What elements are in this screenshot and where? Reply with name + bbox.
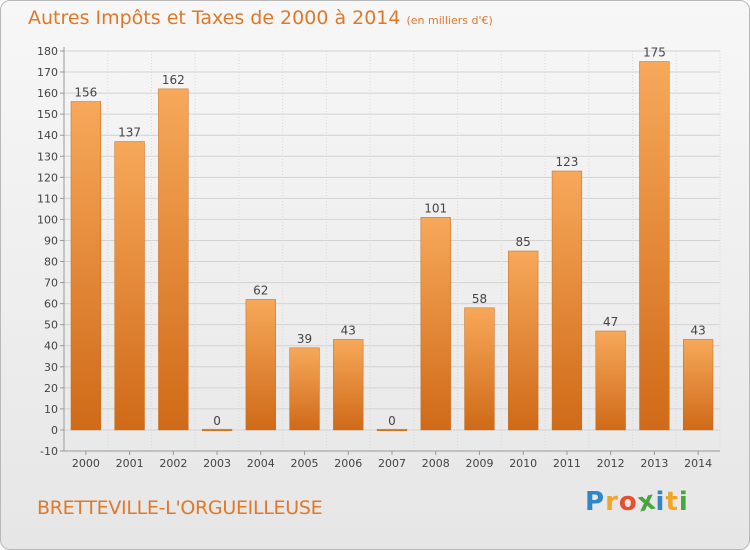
data-labels: 156 137 162 0 62 39 43 0 101 58 85 123 47 175 43 <box>74 46 705 428</box>
y-tick-label: 30 <box>44 361 58 374</box>
y-tick-label: 90 <box>44 234 58 247</box>
y-tick-label: 180 <box>37 45 58 58</box>
chart-subtitle: (en milliers d'€) <box>406 14 493 27</box>
data-label: 39 <box>297 332 312 346</box>
x-tick-label: 2002 <box>159 457 187 470</box>
y-tick-label: 110 <box>37 192 58 205</box>
x-tick-label: 2006 <box>334 457 362 470</box>
y-tick-label: 140 <box>37 129 58 142</box>
x-tick-label: 2013 <box>640 457 668 470</box>
bar-2003 <box>201 428 233 431</box>
bar-2010 <box>508 250 539 431</box>
location-name: BRETTEVILLE-L'ORGUEILLEUSE <box>37 497 323 519</box>
data-label: 43 <box>690 323 705 337</box>
bar-2013 <box>639 61 670 431</box>
y-tick-label: 20 <box>44 382 58 395</box>
data-label: 0 <box>213 414 221 428</box>
y-tick-label: 120 <box>37 171 58 184</box>
x-tick-label: 2011 <box>553 457 581 470</box>
data-label: 156 <box>74 86 97 100</box>
data-label: 47 <box>603 315 618 329</box>
bars <box>70 61 714 431</box>
y-tick-label: 40 <box>44 340 58 353</box>
data-label: 101 <box>424 201 447 215</box>
data-label: 123 <box>555 155 578 169</box>
logo-letter: r <box>605 487 619 517</box>
x-tick-label: 2008 <box>422 457 450 470</box>
y-tick-label: 10 <box>44 403 58 416</box>
bar-2008 <box>420 217 451 431</box>
x-tick-labels: 2000 2001 2002 2003 2004 2005 2006 2007 2008 2009… <box>72 457 712 470</box>
bar-2012 <box>595 330 626 431</box>
bar-2001 <box>114 141 145 431</box>
logo-letter: i <box>678 487 689 517</box>
logo-letter: t <box>665 487 679 517</box>
x-tick-label: 2009 <box>465 457 493 470</box>
logo-letter: o <box>618 487 638 517</box>
x-tick-label: 2010 <box>509 457 537 470</box>
data-label: 43 <box>341 323 356 337</box>
data-label: 85 <box>516 235 531 249</box>
proxiti-logo: Proxiti <box>585 485 689 518</box>
y-tick-label: 70 <box>44 277 58 290</box>
x-tick-label: 2000 <box>72 457 100 470</box>
bar-2011 <box>551 170 583 431</box>
x-tick-label: 2003 <box>203 457 231 470</box>
data-label: 58 <box>472 292 487 306</box>
data-label: 137 <box>118 126 141 140</box>
logo-letter: i <box>655 487 666 517</box>
data-label: 162 <box>162 73 185 87</box>
axes <box>60 47 720 455</box>
bar-2000 <box>70 101 101 431</box>
x-tick-label: 2012 <box>597 457 625 470</box>
y-tick-label: 160 <box>37 87 58 100</box>
title-text: Autres Impôts et Taxes de 2000 à 2014 <box>28 7 401 29</box>
y-tick-label: 80 <box>44 256 58 269</box>
x-tick-label: 2001 <box>116 457 144 470</box>
y-tick-label: 150 <box>37 108 58 121</box>
y-tick-label: -10 <box>40 445 58 458</box>
bar-2004 <box>245 299 276 431</box>
logo-letter: P <box>585 487 606 517</box>
x-tick-label: 2004 <box>247 457 275 470</box>
y-tick-label: 130 <box>37 150 58 163</box>
y-tick-labels: -10 0 10 20 30 40 50 60 70 80 90 100 110 120 130 140 150… <box>37 45 58 458</box>
bar-2007 <box>376 428 408 431</box>
y-tick-label: 170 <box>37 66 58 79</box>
y-tick-label: 60 <box>44 298 58 311</box>
bar-2014 <box>683 339 714 431</box>
bar-2002 <box>158 88 189 431</box>
x-tick-label: 2005 <box>291 457 319 470</box>
data-label: 62 <box>253 283 268 297</box>
bar-2005 <box>289 347 320 431</box>
y-tick-label: 50 <box>44 319 58 332</box>
data-label: 175 <box>643 46 666 60</box>
x-tick-label: 2007 <box>378 457 406 470</box>
data-label: 0 <box>388 414 396 428</box>
y-tick-label: 100 <box>37 213 58 226</box>
chart-title: Autres Impôts et Taxes de 2000 à 2014 (en… <box>28 7 493 29</box>
bar-2009 <box>464 307 495 431</box>
x-tick-label: 2014 <box>684 457 712 470</box>
y-tick-label: 0 <box>51 424 58 437</box>
bar-2006 <box>333 339 364 431</box>
